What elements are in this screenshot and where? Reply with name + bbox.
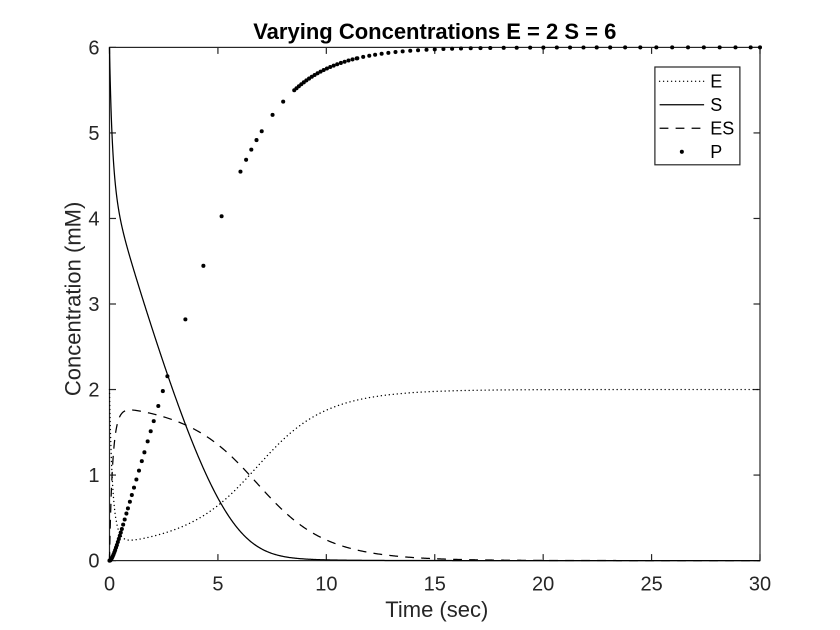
svg-text:S: S: [710, 95, 722, 115]
svg-text:30: 30: [749, 574, 771, 596]
svg-text:6: 6: [88, 37, 99, 59]
svg-text:10: 10: [315, 574, 337, 596]
svg-text:3: 3: [88, 294, 99, 316]
svg-text:P: P: [710, 142, 722, 162]
svg-text:15: 15: [424, 574, 446, 596]
svg-text:ES: ES: [710, 119, 734, 139]
svg-text:2: 2: [88, 380, 99, 402]
svg-text:1: 1: [88, 465, 99, 487]
svg-text:25: 25: [640, 574, 662, 596]
svg-text:4: 4: [88, 208, 99, 230]
svg-text:E: E: [710, 72, 722, 92]
svg-text:0: 0: [88, 551, 99, 573]
svg-text:0: 0: [104, 574, 115, 596]
svg-text:20: 20: [532, 574, 554, 596]
svg-text:Concentration (mM): Concentration (mM): [61, 202, 86, 396]
svg-text:Varying Concentrations E = 2 S: Varying Concentrations E = 2 S = 6: [253, 19, 616, 44]
svg-text:5: 5: [88, 123, 99, 145]
svg-text:5: 5: [212, 574, 223, 596]
svg-text:Time (sec): Time (sec): [385, 597, 488, 622]
